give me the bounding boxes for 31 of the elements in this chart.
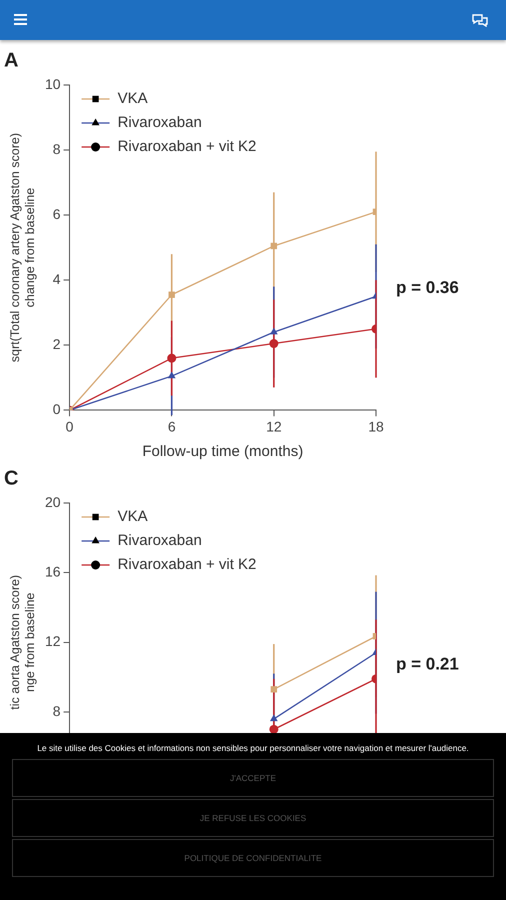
annotation: p = 0.36 (396, 278, 459, 297)
text: POLITIQUE DE CONFIDENTIALITE (12, 839, 494, 877)
text: JE REFUSE LES COOKIES (12, 799, 494, 837)
x-axis-title: Follow-up time (months) (142, 443, 304, 460)
y-axis-title: tic aorta Agatston score) nge from baseline (8, 574, 37, 710)
y-tick-label: 2 (52, 336, 61, 352)
chart-title: C (4, 468, 18, 490)
x-tick-label: 18 (368, 418, 384, 434)
y-tick-label: 8 (52, 702, 61, 719)
y-tick-label: 20 (44, 494, 61, 510)
y-tick-label: 16 (44, 564, 61, 580)
y-tick-label: 0 (52, 401, 61, 418)
annotation: p = 0.21 (396, 654, 459, 674)
legend-label: Rivaroxaban (118, 114, 202, 132)
x-tick-label: 0 (66, 418, 74, 434)
legend-label: Rivaroxaban + vit K2 (118, 138, 256, 156)
legend-label: VKA (118, 90, 148, 108)
legend-label: Rivaroxaban + vit K2 (118, 556, 256, 574)
y-tick-label: 8 (52, 140, 61, 157)
y-tick-label: 4 (52, 270, 61, 287)
annotation: J'ACCEPTE (12, 759, 494, 797)
chart-title: A (4, 50, 18, 72)
legend-label: Rivaroxaban (118, 532, 202, 550)
legend-label: VKA (118, 508, 148, 526)
x-tick-label: 6 (168, 418, 176, 434)
y-tick-label: 10 (44, 76, 61, 92)
y-tick-label: 6 (52, 206, 61, 222)
y-axis-title: sqrt(Total coronary artery Agatston score) change from baseline (8, 132, 37, 362)
y-tick-label: 12 (44, 633, 61, 650)
annotation: Le site utilise des Cookies et informations non sensibles pour personnaliser votre navigation et mesurer l'audience. (36, 742, 470, 755)
x-tick-label: 12 (266, 418, 282, 434)
